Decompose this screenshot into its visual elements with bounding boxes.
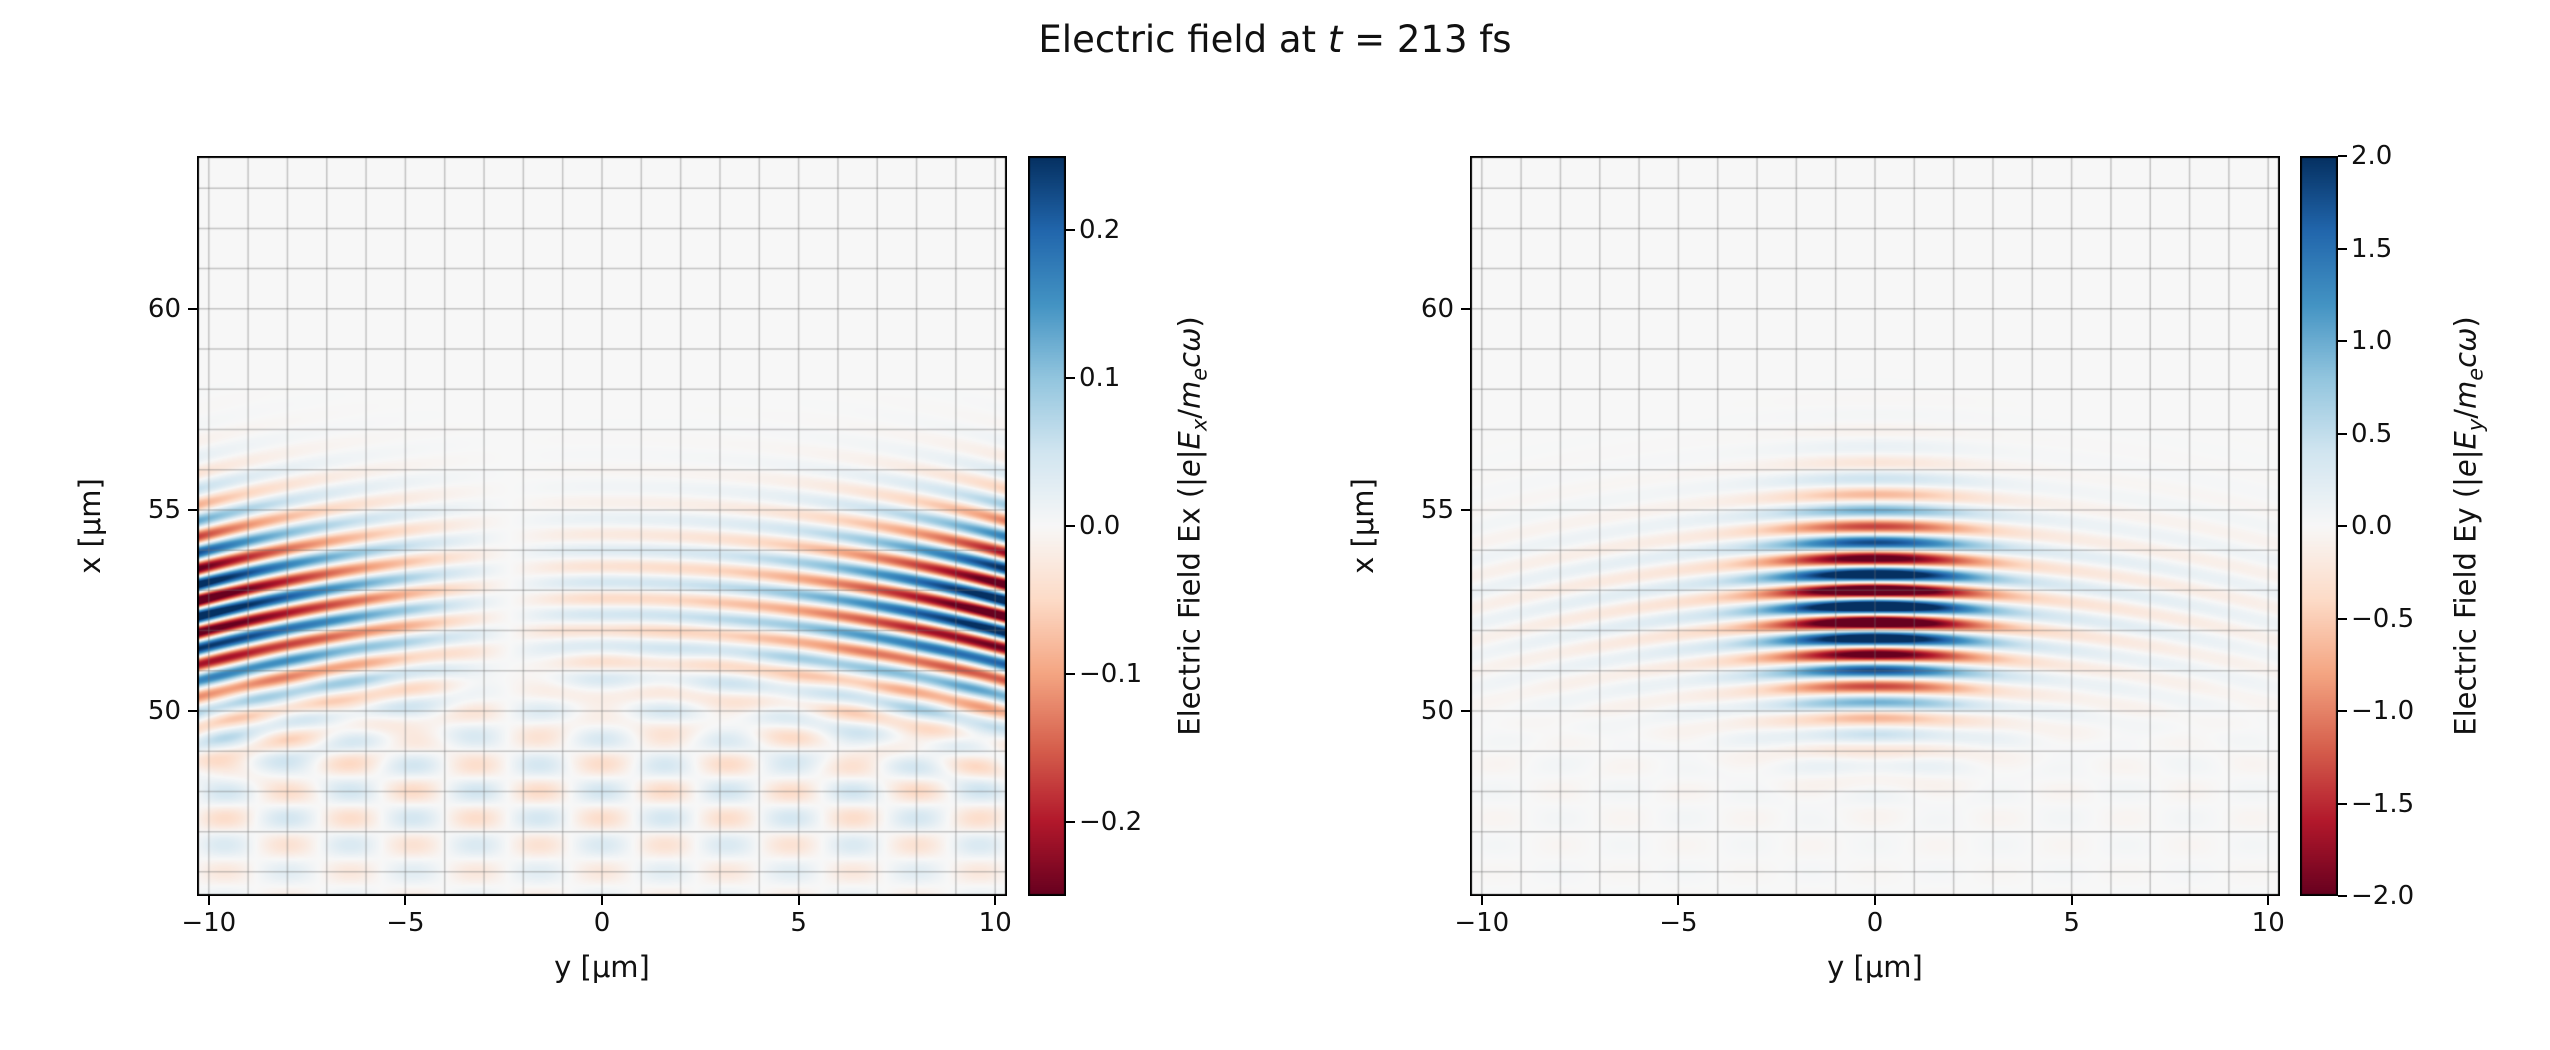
text-segment: = 213 fs <box>1342 18 1512 61</box>
y-tick-label: 55 <box>1420 494 1454 525</box>
colorbar-tick-label: 1.0 <box>2351 326 2393 356</box>
text-segment: / <box>1172 408 1207 419</box>
y-tick-label: 60 <box>147 293 181 324</box>
y-tick-mark <box>188 508 197 511</box>
ex-y-axis-label: x [μm] <box>73 478 107 574</box>
colorbar-tick-label: −0.1 <box>1079 659 1143 689</box>
y-tick-mark <box>1461 307 1470 310</box>
text-segment: e <box>2448 459 2483 478</box>
ex-x-axis-label: y [μm] <box>554 950 650 984</box>
heatmap-ey <box>1470 156 2280 896</box>
colorbar-tick-mark <box>2338 525 2347 527</box>
text-segment: y <box>2463 418 2488 432</box>
x-tick-mark <box>2267 896 2270 905</box>
colorbar-tick-mark <box>1066 821 1075 823</box>
colorbar-tick-label: −1.5 <box>2351 788 2415 819</box>
text-segment: m <box>2448 380 2483 409</box>
x-tick-mark <box>1677 896 1680 905</box>
x-tick-mark <box>994 896 997 905</box>
text-segment: ω <box>2448 327 2483 352</box>
ex-colorbar-label: Electric Field Ex (|e|Ex/mecω) <box>1173 316 1212 735</box>
colorbar-tick-mark <box>2338 247 2347 250</box>
y-tick-label: 50 <box>1420 696 1454 726</box>
text-segment: E <box>2448 431 2483 450</box>
x-tick-label: −10 <box>181 908 237 938</box>
text-segment: | <box>1172 449 1207 460</box>
colorbar-tick-label: 0.1 <box>1079 363 1121 393</box>
text-segment: e <box>2463 367 2488 381</box>
colorbar-tick-mark <box>1066 229 1075 231</box>
colorbar-tick-label: 0.0 <box>2351 511 2393 541</box>
colorbar-tick-mark <box>2338 155 2347 157</box>
colorbar-tick-mark <box>1066 377 1075 379</box>
text-segment: Electric Field Ey (| <box>2448 477 2483 736</box>
text-segment: t <box>1327 18 1343 61</box>
colorbar-tick-mark <box>1066 525 1075 527</box>
y-tick-label: 55 <box>147 494 181 525</box>
x-tick-mark <box>1874 896 1876 905</box>
text-segment: e <box>1187 367 1212 381</box>
text-segment: ω <box>1172 327 1207 352</box>
y-tick-mark <box>188 710 197 712</box>
x-tick-label: −5 <box>1659 908 1698 938</box>
colorbar-tick-mark <box>2338 340 2347 342</box>
text-segment: ) <box>2448 316 2483 328</box>
y-tick-label: 60 <box>1420 293 1454 324</box>
ey-y-axis-label: x [μm] <box>1346 478 1380 574</box>
colorbar-tick-label: −0.5 <box>2351 603 2415 634</box>
text-segment: x <box>1187 418 1212 432</box>
x-tick-label: 10 <box>978 908 1012 938</box>
text-segment: / <box>2448 408 2483 419</box>
colorbar-tick-mark <box>2338 710 2347 712</box>
colorbar-tick-mark <box>2338 802 2347 805</box>
y-tick-mark <box>1461 508 1470 511</box>
colorbar-tick-label: 0.5 <box>2351 418 2393 449</box>
y-tick-mark <box>188 307 197 310</box>
y-tick-mark <box>1461 710 1470 712</box>
x-tick-mark <box>2070 896 2073 905</box>
x-tick-label: 0 <box>593 908 611 938</box>
colorbar-tick-label: −2.0 <box>2351 881 2415 911</box>
colorbar-tick-label: 0.2 <box>1079 215 1121 245</box>
text-segment: Electric Field Ex (| <box>1172 477 1207 736</box>
text-segment: Electric field at <box>1038 18 1328 61</box>
ey-colorbar-label: Electric Field Ey (|e|Ey/mecω) <box>2449 316 2488 735</box>
x-tick-mark <box>207 896 210 905</box>
text-segment: c <box>1172 351 1207 368</box>
x-tick-label: 10 <box>2251 908 2285 938</box>
x-tick-label: 5 <box>2063 908 2080 938</box>
colorbar-tick-mark <box>1066 673 1075 675</box>
text-segment: e <box>1172 459 1207 478</box>
text-segment: ) <box>1172 316 1207 328</box>
text-segment: c <box>2448 351 2483 368</box>
colorbar-tick-mark <box>2338 617 2347 620</box>
colorbar-tick-label: −0.2 <box>1079 807 1143 837</box>
ey-x-axis-label: y [μm] <box>1827 950 1923 984</box>
y-tick-label: 50 <box>147 696 181 726</box>
colorbar-tick-label: −1.0 <box>2351 696 2415 726</box>
colorbar-ex <box>1028 156 1066 896</box>
x-tick-mark <box>601 896 603 905</box>
x-tick-label: 0 <box>1866 908 1884 938</box>
x-tick-label: 5 <box>790 908 807 938</box>
colorbar-tick-label: 1.5 <box>2351 233 2393 264</box>
text-segment: | <box>2448 449 2483 460</box>
text-segment: m <box>1172 380 1207 409</box>
x-tick-mark <box>1480 896 1483 905</box>
colorbar-ey <box>2300 156 2338 896</box>
colorbar-tick-label: 0.0 <box>1079 511 1121 541</box>
text-segment: E <box>1172 431 1207 450</box>
x-tick-label: −5 <box>386 908 425 938</box>
x-tick-mark <box>404 896 407 905</box>
colorbar-tick-label: 2.0 <box>2351 141 2393 171</box>
x-tick-label: −10 <box>1454 908 1510 938</box>
heatmap-ex <box>197 156 1007 896</box>
colorbar-tick-mark <box>2338 895 2347 897</box>
colorbar-tick-mark <box>2338 432 2347 435</box>
x-tick-mark <box>797 896 800 905</box>
figure-title: Electric field at t = 213 fs <box>0 18 2550 61</box>
